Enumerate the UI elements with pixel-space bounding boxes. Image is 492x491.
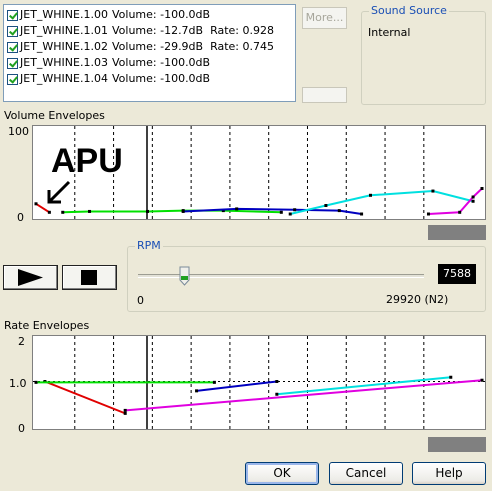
sound-detail: Volume: -100.0dB	[111, 8, 211, 21]
rpm-min-label: 0	[137, 294, 144, 307]
series-point	[181, 209, 185, 213]
series-point	[369, 193, 372, 197]
series-point	[471, 195, 475, 199]
sound-name: JET_WHINE.1.02	[20, 40, 108, 53]
series-point	[47, 210, 51, 214]
sound-checkbox[interactable]	[7, 57, 18, 69]
rate-scrollbar[interactable]	[428, 437, 486, 452]
sound-list-item[interactable]: JET_WHINE.1.03 Volume: -100.0dB	[7, 55, 293, 71]
series-point	[123, 408, 127, 412]
series-point	[61, 210, 65, 214]
sound-detail: Volume: -29.9dB Rate: 0.745	[111, 40, 274, 53]
help-button[interactable]: Help	[412, 462, 486, 485]
series-point	[275, 392, 279, 396]
sound-list-item[interactable]: JET_WHINE.1.04 Volume: -100.0dB	[7, 71, 293, 87]
sound-detail: Volume: -100.0dB	[111, 72, 211, 85]
sound-checkbox[interactable]	[7, 9, 18, 21]
series-line-3	[276, 376, 451, 396]
series-point	[293, 208, 297, 212]
play-button[interactable]	[3, 265, 58, 290]
series-point	[88, 209, 92, 213]
series-point	[212, 380, 216, 384]
sound-source-value: Internal	[368, 26, 411, 39]
volume-envelopes-label: Volume Envelopes	[4, 109, 105, 122]
series-point	[275, 380, 279, 383]
sound-source-group: Sound Source Internal	[361, 4, 486, 105]
volume-y-max: 100	[8, 125, 29, 138]
series-point	[431, 189, 435, 193]
sound-source-title: Sound Source	[369, 4, 449, 17]
volume-scrollbar[interactable]	[428, 225, 486, 240]
sound-detail: Volume: -100.0dB	[111, 56, 211, 69]
series-point	[235, 207, 239, 211]
ok-button[interactable]: OK	[245, 462, 319, 485]
series-point	[288, 212, 292, 216]
series-point	[360, 212, 364, 216]
series-line-4	[125, 379, 483, 412]
series-point	[449, 375, 453, 379]
sound-checkbox[interactable]	[7, 73, 18, 85]
series-line-0	[35, 202, 50, 214]
sound-name: JET_WHINE.1.01	[20, 24, 108, 37]
rate-y-tick-bottom: 0	[18, 422, 25, 435]
series-line-4	[428, 187, 483, 215]
series-line-1	[62, 209, 282, 214]
series-point	[34, 380, 38, 384]
series-point	[337, 209, 341, 213]
series-line-2	[196, 380, 277, 392]
series-point	[221, 209, 225, 213]
play-icon	[18, 269, 43, 286]
sound-action-button[interactable]	[302, 87, 347, 103]
rpm-slider-track[interactable]	[138, 274, 424, 278]
sound-name: JET_WHINE.1.03	[20, 56, 108, 69]
stop-button[interactable]	[62, 265, 117, 290]
series-point	[458, 210, 462, 214]
more-button[interactable]: More...	[302, 7, 347, 29]
series-point	[471, 199, 475, 203]
sound-checkbox[interactable]	[7, 25, 18, 37]
cancel-button[interactable]: Cancel	[329, 462, 403, 485]
sound-detail: Volume: -12.7dB Rate: 0.928	[111, 24, 274, 37]
sound-name: JET_WHINE.1.04	[20, 72, 108, 85]
sound-name: JET_WHINE.1.00	[20, 8, 108, 21]
stop-icon	[81, 270, 97, 285]
sound-list[interactable]: JET_WHINE.1.00 Volume: -100.0dB JET_WHINE.…	[3, 4, 296, 102]
rate-y-tick-mid: 1.0	[9, 377, 27, 390]
series-point	[195, 389, 199, 393]
series-point	[123, 411, 127, 415]
series-point	[146, 209, 149, 213]
sound-list-item[interactable]: JET_WHINE.1.00 Volume: -100.0dB	[7, 7, 293, 23]
series-point	[34, 202, 38, 206]
rate-envelopes-label: Rate Envelopes	[4, 319, 90, 332]
rate-y-tick-top: 2	[18, 335, 25, 348]
sound-checkbox[interactable]	[7, 41, 18, 53]
rpm-slider-thumb[interactable]	[179, 266, 190, 286]
series-point	[426, 212, 430, 216]
series-point	[480, 187, 484, 190]
rpm-max-label: 29920 (N2)	[386, 293, 449, 306]
volume-envelope-graph[interactable]: APU	[32, 125, 486, 220]
series-point	[480, 378, 484, 382]
sound-list-item[interactable]: JET_WHINE.1.01 Volume: -12.7dB Rate: 0.92…	[7, 23, 293, 39]
series-point	[324, 204, 328, 207]
rate-envelope-graph[interactable]	[32, 335, 486, 430]
series-point	[279, 210, 283, 214]
series-line-0	[44, 380, 126, 415]
sound-list-item[interactable]: JET_WHINE.1.02 Volume: -29.9dB Rate: 0.74…	[7, 39, 293, 55]
apu-arrow-icon	[47, 180, 71, 204]
rpm-title: RPM	[135, 239, 163, 252]
volume-y-min: 0	[17, 211, 24, 224]
rpm-value-display: 7588	[438, 264, 476, 284]
apu-annotation: APU	[51, 142, 123, 180]
rpm-group: RPM	[127, 239, 486, 312]
